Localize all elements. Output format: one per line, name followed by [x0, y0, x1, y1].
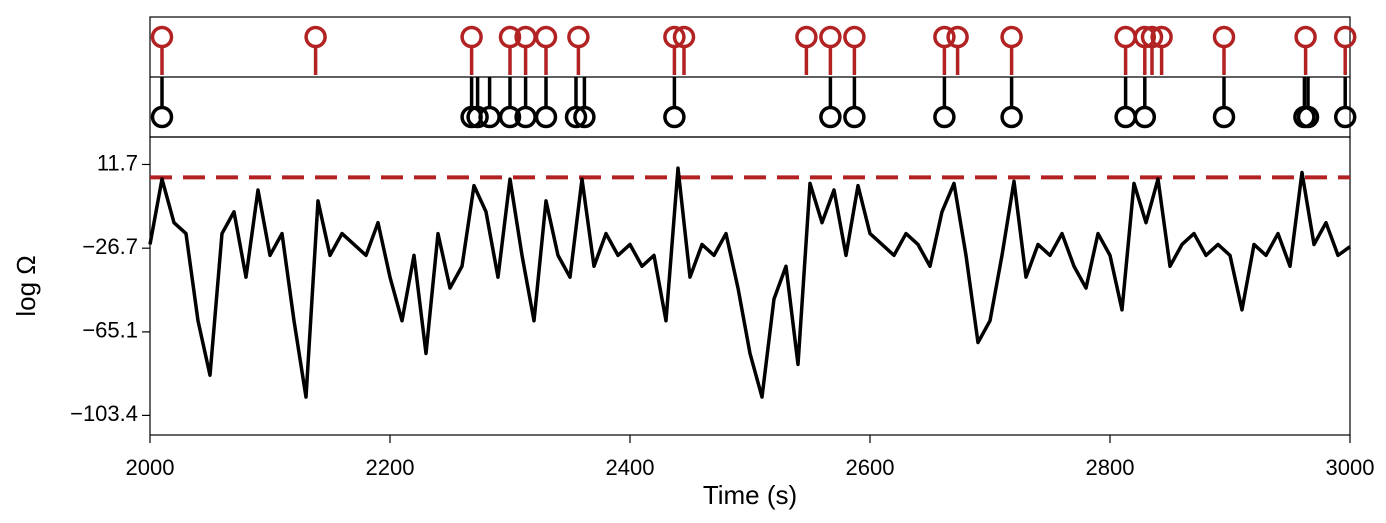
y-tick-label: −65.1 [82, 318, 138, 343]
event-marker [304, 25, 327, 49]
event-marker [1114, 25, 1137, 49]
x-tick-label: 3000 [1326, 455, 1375, 480]
x-tick-label: 2600 [846, 455, 895, 480]
x-tick-label: 2800 [1086, 455, 1135, 480]
event-marker [1133, 105, 1157, 129]
event-marker [1212, 105, 1236, 129]
y-tick-label: −26.7 [82, 234, 138, 259]
event-marker [933, 25, 956, 49]
event-marker [564, 105, 588, 129]
event-marker [819, 25, 842, 49]
plot-frame [149, 136, 1351, 436]
event-marker [150, 105, 174, 129]
event-marker [933, 105, 956, 129]
event-marker [150, 25, 174, 49]
y-tick-label: 11.7 [97, 150, 138, 175]
event-marker [672, 25, 696, 49]
event-marker [534, 105, 558, 129]
event-marker [946, 25, 969, 49]
event-marker [1212, 25, 1236, 49]
x-tick-label: 2400 [606, 455, 655, 480]
y-tick-label: −103.4 [70, 401, 138, 426]
event-marker [663, 25, 686, 49]
event-marker [819, 105, 842, 129]
event-marker [1333, 25, 1357, 49]
x-tick-label: 2200 [366, 455, 415, 480]
x-tick-label: 2000 [126, 455, 175, 480]
event-marker [498, 105, 522, 129]
x-axis-label: Time (s) [703, 480, 797, 510]
event-marker [1140, 25, 1164, 49]
event-marker [534, 25, 558, 49]
series-line [148, 166, 1352, 399]
event-marker [1133, 25, 1157, 49]
event-marker [1114, 105, 1137, 129]
event-marker [1000, 25, 1023, 49]
event-marker [1296, 105, 1320, 129]
event-marker [1333, 105, 1357, 129]
event-marker [460, 25, 483, 49]
event-marker [478, 105, 501, 129]
event-marker [573, 105, 596, 129]
event-marker [843, 25, 866, 49]
y-axis-label: log Ω [11, 255, 41, 316]
event-marker [1294, 25, 1317, 49]
event-marker [498, 25, 522, 49]
event-marker [466, 105, 489, 129]
event-marker [843, 105, 866, 129]
event-marker [1000, 105, 1023, 129]
event-marker [663, 105, 686, 129]
event-marker [1150, 25, 1173, 49]
event-marker [567, 25, 590, 49]
event-marker [795, 25, 818, 49]
